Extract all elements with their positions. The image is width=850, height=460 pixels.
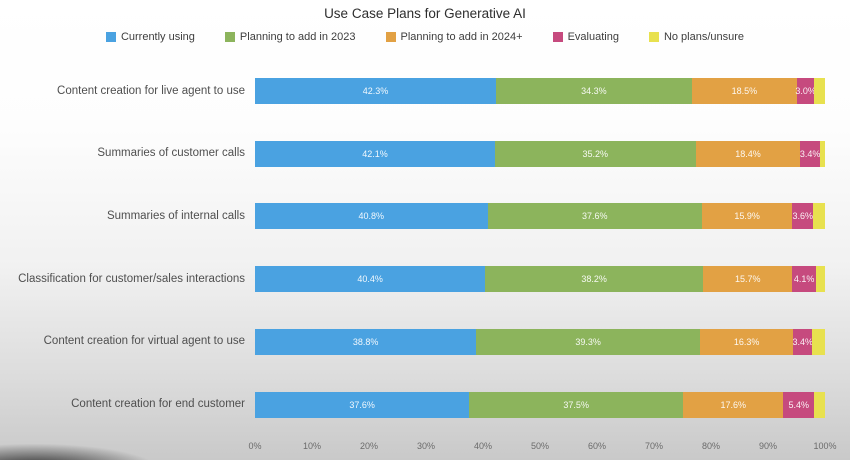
legend-item-currently-using: Currently using <box>105 31 195 43</box>
bar-segment-evaluating: 3.6% <box>792 203 813 230</box>
x-axis-tick-label: 100% <box>813 441 837 451</box>
segment-value-label: 3.6% <box>792 211 813 222</box>
bar-segment-currently-using: 42.1% <box>255 140 495 167</box>
legend: Currently using Planning to add in 2023 Pl… <box>0 31 850 43</box>
bar-segment-currently-using: 38.8% <box>255 328 477 355</box>
category-label: Content creation for virtual agent to us… <box>43 335 245 348</box>
legend-item-planning-to-add-in-2024: Planning to add in 2024+ <box>385 31 523 43</box>
legend-item-no-plans-unsure: No plans/unsure <box>648 31 745 43</box>
x-axis-tick-label: 10% <box>302 441 321 451</box>
chart-title: Use Case Plans for Generative AI <box>324 6 526 21</box>
bar-segment-planning-to-add-in-2023: 34.3% <box>496 78 692 104</box>
legend-label: Evaluating <box>567 31 619 43</box>
bar-segment-planning-to-add-in-2024: 17.6% <box>683 391 784 418</box>
legend-label: Planning to add in 2023 <box>239 31 356 43</box>
category-label: Content creation for end customer <box>71 398 245 411</box>
segment-value-label: 40.8% <box>358 211 385 222</box>
bar-segment-planning-to-add-in-2023: 35.2% <box>494 140 696 167</box>
segment-value-label: 38.8% <box>352 336 379 347</box>
bar-segment-no-plans-unsure <box>815 266 825 293</box>
legend-swatch-icon <box>105 32 116 42</box>
bar-segment-planning-to-add-in-2024: 18.4% <box>695 140 801 167</box>
bar-segment-currently-using: 40.4% <box>255 266 486 293</box>
segment-value-label: 42.3% <box>362 86 389 96</box>
legend-item-planning-to-add-in-2023: Planning to add in 2023 <box>224 31 356 43</box>
segment-value-label: 4.1% <box>793 274 815 285</box>
stacked-bar: 42.3% 34.3% 18.5% 3.0% <box>255 78 825 104</box>
bar-segment-no-plans-unsure <box>812 328 825 355</box>
bar-segment-no-plans-unsure <box>814 391 825 418</box>
legend-item-evaluating: Evaluating <box>552 31 619 43</box>
legend-swatch-icon <box>224 32 235 42</box>
segment-value-label: 18.5% <box>731 86 758 96</box>
bar-segment-no-plans-unsure <box>814 78 825 104</box>
segment-value-label: 37.5% <box>563 399 589 410</box>
segment-value-label: 39.3% <box>575 336 601 347</box>
bar-segment-no-plans-unsure <box>813 203 825 230</box>
stacked-bar: 40.4% 38.2% 15.7% 4.1% <box>255 266 825 293</box>
bar-segment-planning-to-add-in-2023: 38.2% <box>485 266 703 293</box>
segment-value-label: 40.4% <box>357 274 383 285</box>
bar-segment-currently-using: 37.6% <box>255 391 470 418</box>
stacked-bar: 42.1% 35.2% 18.4% 3.4% <box>255 140 825 167</box>
category-label: Classification for customer/sales intera… <box>18 272 245 285</box>
legend-label: Currently using <box>120 31 195 43</box>
x-axis-tick-label: 80% <box>701 441 720 451</box>
segment-value-label: 17.6% <box>720 399 746 410</box>
bar-segment-no-plans-unsure <box>819 140 825 167</box>
bar-segment-planning-to-add-in-2023: 39.3% <box>476 328 701 355</box>
bar-segment-planning-to-add-in-2024: 15.9% <box>701 203 793 230</box>
x-axis-tick-label: 70% <box>644 441 663 451</box>
bar-segment-evaluating: 5.4% <box>783 391 815 418</box>
legend-label: No plans/unsure <box>663 31 745 43</box>
legend-swatch-icon <box>552 32 563 42</box>
category-label: Summaries of customer calls <box>97 147 245 160</box>
segment-value-label: 3.0% <box>795 86 816 96</box>
bar-segment-currently-using: 42.3% <box>255 78 497 104</box>
segment-value-label: 35.2% <box>582 148 609 159</box>
x-axis-tick-label: 0% <box>248 441 262 451</box>
segment-value-label: 16.3% <box>733 336 760 347</box>
segment-value-label: 5.4% <box>788 399 810 410</box>
segment-value-label: 3.4% <box>799 148 821 159</box>
segment-value-label: 15.7% <box>734 274 761 285</box>
legend-label: Planning to add in 2024+ <box>400 31 523 43</box>
segment-value-label: 3.4% <box>792 336 814 347</box>
segment-value-label: 18.4% <box>735 148 761 159</box>
x-axis-tick-label: 50% <box>530 441 549 451</box>
bottom-left-vignette <box>0 444 157 460</box>
bar-segment-evaluating: 4.1% <box>792 266 816 293</box>
bar-segment-planning-to-add-in-2024: 15.7% <box>703 266 793 293</box>
bar-segment-evaluating: 3.0% <box>795 78 816 104</box>
segment-value-label: 37.6% <box>581 211 608 222</box>
x-axis-tick-label: 60% <box>587 441 606 451</box>
bar-segment-planning-to-add-in-2024: 18.5% <box>691 78 798 104</box>
bar-segment-planning-to-add-in-2023: 37.5% <box>469 391 684 418</box>
stacked-bar: 40.8% 37.6% 15.9% 3.6% <box>255 203 825 230</box>
segment-value-label: 34.3% <box>581 86 607 96</box>
stacked-bar: 38.8% 39.3% 16.3% 3.4% <box>255 328 825 355</box>
bar-segment-currently-using: 40.8% <box>255 203 488 230</box>
x-axis-tick-label: 40% <box>473 441 492 451</box>
segment-value-label: 15.9% <box>734 211 760 222</box>
legend-swatch-icon <box>385 32 396 42</box>
x-axis-tick-label: 90% <box>758 441 777 451</box>
bar-segment-planning-to-add-in-2024: 16.3% <box>700 328 794 355</box>
bar-segment-evaluating: 3.4% <box>799 140 821 167</box>
stacked-bar: 37.6% 37.5% 17.6% 5.4% <box>255 391 825 418</box>
segment-value-label: 38.2% <box>581 274 607 285</box>
x-axis-tick-label: 30% <box>416 441 435 451</box>
x-axis-tick-label: 20% <box>359 441 378 451</box>
category-label: Content creation for live agent to use <box>57 84 245 97</box>
category-label: Summaries of internal calls <box>106 210 245 223</box>
bar-segment-planning-to-add-in-2023: 37.6% <box>487 203 702 230</box>
legend-swatch-icon <box>648 32 659 42</box>
segment-value-label: 37.6% <box>349 399 375 410</box>
segment-value-label: 42.1% <box>362 148 388 159</box>
bar-segment-evaluating: 3.4% <box>792 328 814 355</box>
